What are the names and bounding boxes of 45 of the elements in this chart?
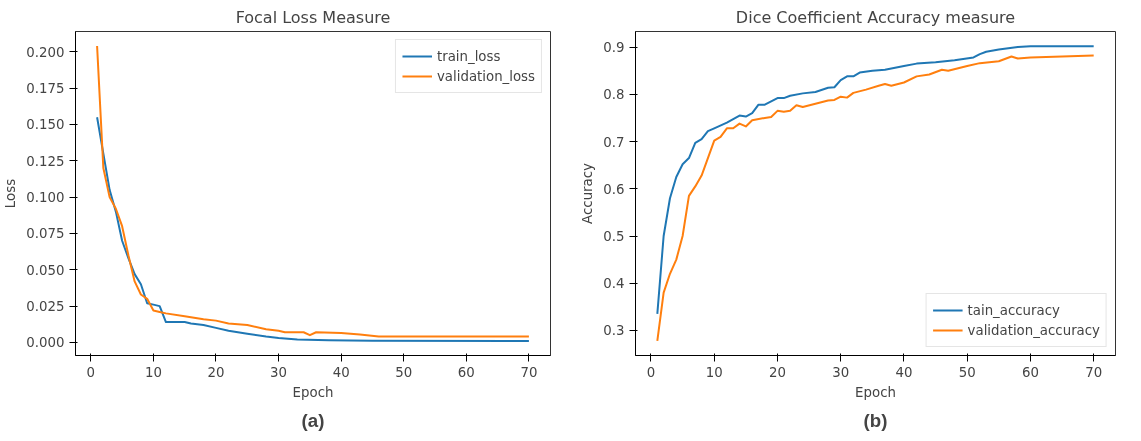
y-tick-label: 0.8 — [603, 87, 625, 103]
x-tick-label: 30 — [832, 364, 850, 380]
y-tick-label: 0.5 — [603, 229, 625, 245]
x-tick-label: 40 — [895, 364, 913, 380]
y-tick-label: 0.175 — [26, 81, 65, 97]
legend-label: validation_loss — [436, 68, 535, 84]
y-tick-label: 0.3 — [603, 323, 625, 339]
x-tick-label: 60 — [457, 364, 475, 380]
legend-label: validation_accuracy — [967, 322, 1100, 338]
y-tick-label: 0.9 — [603, 40, 625, 56]
x-tick-label: 30 — [270, 364, 288, 380]
y-tick-label: 0.050 — [26, 262, 65, 278]
y-tick-label: 0.075 — [26, 226, 65, 242]
text: (b) — [863, 409, 888, 431]
x-tick-label: 10 — [144, 364, 162, 380]
y-tick-label: 0.100 — [26, 190, 65, 206]
y-tick-label: 0.025 — [26, 299, 65, 315]
x-tick-label: 20 — [207, 364, 225, 380]
y-axis-title: Loss — [3, 178, 19, 209]
chart-title: Focal Loss Measure — [235, 7, 391, 27]
x-tick-label: 70 — [1085, 364, 1103, 380]
x-tick-label: 0 — [86, 364, 96, 380]
y-tick-label: 0.4 — [603, 276, 625, 292]
x-tick-label: 50 — [958, 364, 976, 380]
line-series — [96, 116, 530, 342]
x-tick-label: 50 — [395, 364, 413, 380]
x-tick-label: 0 — [646, 364, 656, 380]
x-axis-title: Epoch — [855, 384, 896, 400]
x-tick-label: 60 — [1021, 364, 1039, 380]
y-axis-title: Accuracy — [580, 162, 596, 224]
y-tick-label: 0.150 — [26, 117, 65, 133]
y-tick-label: 0.125 — [26, 153, 65, 169]
x-tick-label: 70 — [520, 364, 538, 380]
chart-title: Dice Coefficient Accuracy measure — [735, 7, 1016, 27]
x-tick-label: 20 — [769, 364, 786, 380]
text: (a) — [301, 409, 325, 431]
x-tick-label: 10 — [705, 364, 723, 380]
legend-label: train_loss — [436, 48, 501, 64]
y-tick-label: 0.6 — [603, 181, 625, 197]
x-axis-title: Epoch — [292, 384, 334, 400]
x-tick-label: 40 — [332, 364, 350, 380]
y-tick-label: 0.200 — [26, 44, 65, 60]
y-tick-label: 0.000 — [26, 335, 65, 351]
legend-label: tain_accuracy — [967, 302, 1060, 318]
y-tick-label: 0.7 — [603, 134, 625, 150]
